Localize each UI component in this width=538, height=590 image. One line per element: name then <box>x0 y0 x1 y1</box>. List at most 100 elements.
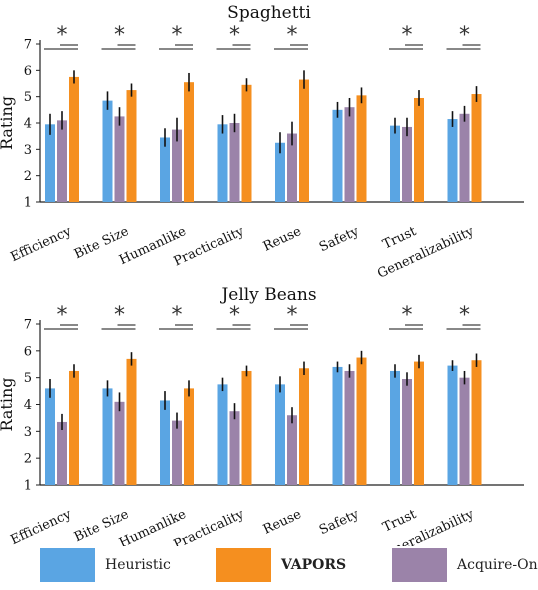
bar-heuristic <box>217 124 228 202</box>
bar-heuristic <box>217 384 228 485</box>
bar-acquire-only <box>287 415 297 485</box>
bar-vapors <box>69 76 79 202</box>
bar-heuristic <box>102 388 113 485</box>
x-tick-label: Trust <box>380 507 419 536</box>
bar-acquire-only <box>172 129 182 202</box>
y-tick-label: 3 <box>24 143 32 158</box>
bar-vapors <box>414 97 424 202</box>
bar-heuristic <box>390 370 400 485</box>
significance-marker: * <box>229 23 240 48</box>
y-tick-label: 2 <box>24 452 32 467</box>
y-tick-label: 7 <box>24 318 32 333</box>
bar-acquire-only <box>57 421 67 485</box>
significance-marker: * <box>114 303 125 328</box>
y-tick-label: 1 <box>24 196 32 211</box>
significance-marker: * <box>402 303 413 328</box>
bar-acquire-only <box>172 420 182 485</box>
bar-acquire-only <box>402 126 412 202</box>
significance-marker: * <box>172 303 183 328</box>
bar-heuristic <box>45 388 55 485</box>
bar-vapors <box>356 357 367 485</box>
bar-vapors <box>126 90 137 202</box>
bar-heuristic <box>275 384 285 485</box>
significance-marker: * <box>459 23 470 48</box>
bar-heuristic <box>332 366 343 485</box>
bar-vapors <box>414 361 424 485</box>
bar-acquire-only <box>114 116 125 202</box>
significance-marker: * <box>287 23 298 48</box>
x-tick-label: Safety <box>317 224 362 256</box>
y-tick-label: 3 <box>24 425 32 440</box>
bar-acquire-only <box>459 113 470 202</box>
legend-item-vapors: VAPORS <box>216 546 346 584</box>
legend-swatch-vapors <box>216 548 271 582</box>
x-tick-label: Efficiency <box>8 224 74 265</box>
chart-title: Jelly Beans <box>219 285 316 305</box>
bar-heuristic <box>390 125 400 202</box>
x-tick-label: Generalizability <box>375 224 477 282</box>
x-tick-label: Efficiency <box>8 507 74 546</box>
legend-swatch-heuristic <box>40 548 95 582</box>
bar-acquire-only <box>344 107 355 202</box>
significance-marker: * <box>459 303 470 328</box>
bar-vapors <box>184 82 194 202</box>
bar-heuristic <box>102 100 113 202</box>
bar-vapors <box>356 95 367 202</box>
bar-vapors <box>126 358 137 485</box>
bar-acquire-only <box>459 377 470 485</box>
bar-heuristic <box>447 119 458 202</box>
y-tick-label: 5 <box>24 90 32 105</box>
y-tick-label: 2 <box>24 169 32 184</box>
y-tick-label: 6 <box>24 64 32 79</box>
bar-acquire-only <box>344 370 355 485</box>
bar-vapors <box>299 79 309 202</box>
bar-vapors <box>184 388 194 485</box>
bar-vapors <box>241 370 252 485</box>
y-tick-label: 7 <box>24 38 32 53</box>
y-tick-label: 4 <box>24 398 32 413</box>
bar-acquire-only <box>229 123 240 202</box>
bar-acquire-only <box>402 379 412 485</box>
significance-marker: * <box>114 23 125 48</box>
y-tick-label: 6 <box>24 344 32 359</box>
legend-item-heuristic: Heuristic <box>40 546 171 584</box>
x-tick-label: Reuse <box>261 224 304 255</box>
legend-swatch-acquire-only <box>392 548 447 582</box>
bar-acquire-only <box>114 401 125 485</box>
legend-item-acquire-only: Acquire-Only <box>392 546 538 584</box>
bar-acquire-only <box>287 133 297 202</box>
legend-label-vapors: VAPORS <box>281 557 347 573</box>
bar-heuristic <box>332 109 343 202</box>
y-axis-label: Rating <box>0 96 16 150</box>
significance-marker: * <box>287 303 298 328</box>
bar-acquire-only <box>229 411 240 485</box>
bar-heuristic <box>160 400 170 485</box>
bar-vapors <box>241 84 252 202</box>
y-tick-label: 4 <box>24 117 32 132</box>
bar-vapors <box>69 370 79 485</box>
x-tick-label: Reuse <box>261 507 304 538</box>
bar-vapors <box>471 94 482 202</box>
significance-marker: * <box>57 303 68 328</box>
significance-marker: * <box>57 23 68 48</box>
legend-label-acquire-only: Acquire-Only <box>457 557 538 573</box>
bar-acquire-only <box>57 120 67 202</box>
bar-heuristic <box>447 365 458 485</box>
legend: Heuristic VAPORS Acquire-Only <box>0 546 538 586</box>
significance-marker: * <box>402 23 413 48</box>
x-tick-label: Trust <box>380 224 419 253</box>
bar-heuristic <box>45 124 55 202</box>
legend-label-heuristic: Heuristic <box>105 557 171 573</box>
significance-marker: * <box>172 23 183 48</box>
x-tick-label: Safety <box>317 507 362 539</box>
bar-vapors <box>471 360 482 485</box>
bar-heuristic <box>160 137 170 202</box>
y-tick-label: 1 <box>24 479 32 494</box>
y-tick-label: 5 <box>24 371 32 386</box>
y-axis-label: Rating <box>0 377 16 431</box>
chart-title: Spaghetti <box>227 3 311 23</box>
bar-vapors <box>299 368 309 485</box>
significance-marker: * <box>229 303 240 328</box>
bar-heuristic <box>275 142 285 202</box>
